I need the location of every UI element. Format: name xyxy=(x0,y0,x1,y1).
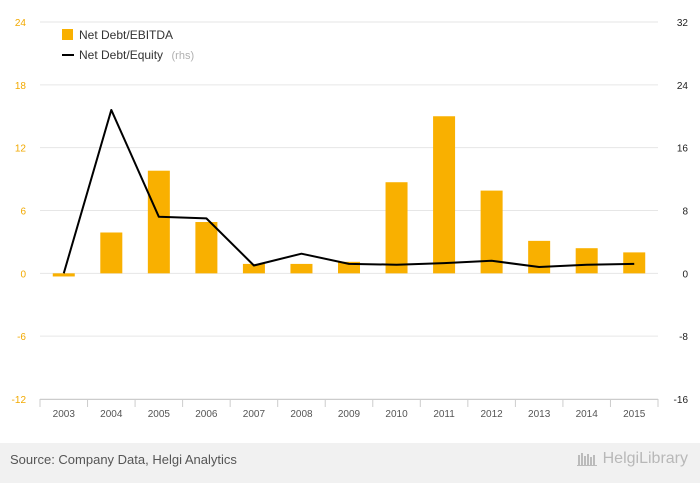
left-tick-label: 6 xyxy=(20,207,26,218)
bar-2006 xyxy=(195,222,218,274)
x-tick-label: 2006 xyxy=(195,409,218,420)
bar-2008 xyxy=(290,263,313,274)
left-tick-label: -6 xyxy=(17,332,26,343)
x-tick-label: 2005 xyxy=(148,409,171,420)
line-series xyxy=(62,108,635,274)
bar-2011 xyxy=(433,116,456,274)
bar-2010 xyxy=(385,182,408,274)
x-tick-label: 2013 xyxy=(528,409,551,420)
library-icon xyxy=(576,453,597,466)
x-tick-label: 2012 xyxy=(480,409,503,420)
legend: Net Debt/EBITDA Net Debt/Equity (rhs) xyxy=(62,28,194,63)
x-tick-label: 2004 xyxy=(100,409,123,420)
right-tick-label: -8 xyxy=(679,332,688,343)
right-tick-label: 16 xyxy=(677,144,689,155)
x-axis: 2003 2004 2005 2006 2007 2008 2009 2010 2011 2012… xyxy=(39,399,659,420)
x-tick-label: 2003 xyxy=(53,409,76,420)
bar-series xyxy=(52,116,646,277)
bar-2004 xyxy=(100,232,123,274)
left-tick-label: 12 xyxy=(15,144,27,155)
right-tick-label: 0 xyxy=(682,269,688,280)
left-tick-label: 0 xyxy=(20,269,26,280)
bar-2013 xyxy=(528,240,551,274)
left-tick-label: 24 xyxy=(15,18,27,29)
legend-label-equity-text: Net Debt/Equity xyxy=(79,48,163,62)
footer: Source: Company Data, Helgi Analytics He… xyxy=(0,443,700,483)
brand-logo: HelgiLibrary xyxy=(576,450,688,468)
x-tick-label: 2009 xyxy=(338,409,361,420)
legend-label-ebitda: Net Debt/EBITDA xyxy=(79,28,173,42)
legend-swatch-ebitda xyxy=(62,29,73,40)
bar-2005 xyxy=(147,170,170,274)
x-tick-label: 2007 xyxy=(243,409,266,420)
x-tick-label: 2011 xyxy=(433,409,455,420)
right-axis: -16 -8 0 8 16 24 32 xyxy=(674,18,689,406)
bar-2015 xyxy=(623,252,646,274)
right-tick-label: 8 xyxy=(682,207,688,218)
grid-lines xyxy=(40,21,658,400)
bar-2012 xyxy=(480,190,503,274)
legend-label-equity-suffix: (rhs) xyxy=(172,50,195,62)
bar-2014 xyxy=(575,248,598,274)
right-tick-label: -16 xyxy=(674,395,689,406)
legend-label-equity: Net Debt/Equity (rhs) xyxy=(79,46,194,63)
right-tick-label: 24 xyxy=(677,81,689,92)
chart: -12 -6 0 6 12 18 24 -16 -8 0 8 16 24 32 2003 2004 2005… xyxy=(12,18,689,420)
x-tick-label: 2015 xyxy=(623,409,646,420)
x-tick-label: 2014 xyxy=(576,409,599,420)
left-tick-label: -12 xyxy=(12,395,27,406)
bar-2003 xyxy=(52,273,75,277)
source-text: Source: Company Data, Helgi Analytics xyxy=(10,452,237,467)
left-axis: -12 -6 0 6 12 18 24 xyxy=(12,18,27,406)
right-tick-label: 32 xyxy=(677,18,689,29)
bar-2009 xyxy=(338,261,360,274)
x-tick-label: 2010 xyxy=(385,409,408,420)
x-tick-label: 2008 xyxy=(290,409,313,420)
brand-name: HelgiLibrary xyxy=(602,450,688,467)
left-tick-label: 18 xyxy=(15,81,27,92)
bar-2007 xyxy=(242,263,265,274)
